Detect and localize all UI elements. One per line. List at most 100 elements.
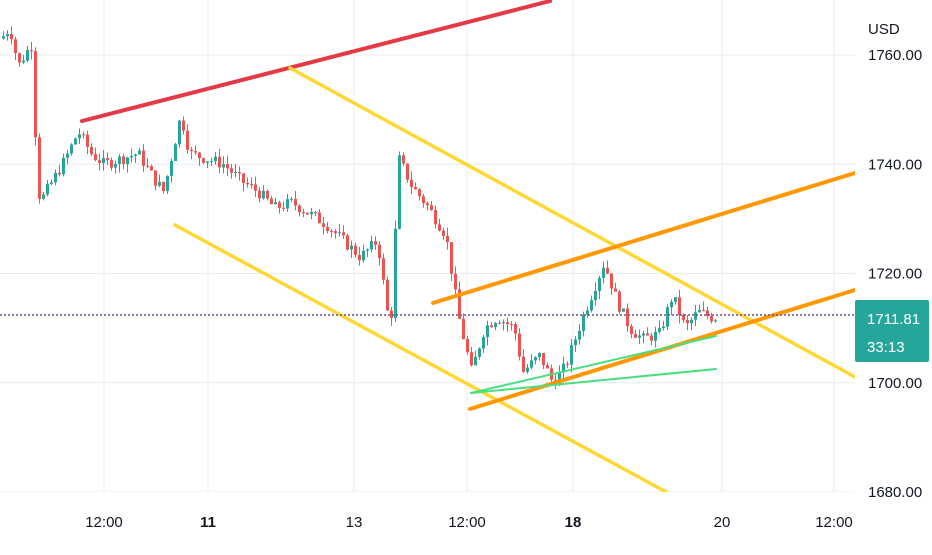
candle-body [26, 50, 29, 61]
candle-body [150, 166, 153, 171]
candle-body [374, 241, 377, 245]
candle-body [630, 326, 633, 335]
candle-body [390, 310, 393, 318]
candle-body [558, 371, 561, 386]
candle-body [130, 156, 133, 158]
time-axis[interactable]: 12:00 11 13 12:00 18 20 12:00 [0, 492, 855, 550]
candle-body [46, 183, 49, 195]
red-resistance-line[interactable] [80, 0, 552, 123]
candle-body [198, 152, 201, 159]
yellow-channel-lower-line[interactable] [173, 223, 670, 495]
orange-channel-upper-line[interactable] [431, 171, 857, 305]
drawings-layer[interactable] [80, 0, 857, 495]
candle-body [206, 161, 209, 163]
candle-body [394, 228, 397, 318]
candle-body [526, 367, 529, 372]
candle-body [430, 205, 433, 211]
candle-body [614, 288, 617, 292]
candle-body [322, 223, 325, 227]
candle-body [226, 164, 229, 169]
candle-body [274, 202, 277, 205]
candle-body [74, 138, 77, 145]
candle-body [478, 348, 481, 357]
candle-body [586, 310, 589, 315]
candle-body [154, 170, 157, 186]
candle-body [334, 231, 337, 234]
candle-body [142, 150, 145, 166]
candle-body [222, 164, 225, 168]
candle-body [178, 120, 181, 145]
candle-body [710, 316, 713, 322]
candle-body [262, 190, 265, 199]
price-tick-label: 1720.00 [868, 266, 922, 283]
price-axis[interactable]: USD 1760.001740.001720.001700.001680.00 … [855, 0, 932, 550]
candle-body [82, 134, 85, 136]
candle-body [366, 249, 369, 251]
candle-body [642, 333, 645, 336]
candle-body [22, 60, 25, 63]
candle-body [702, 309, 705, 311]
candle-body [234, 172, 237, 174]
candle-body [78, 134, 81, 139]
candle-body [94, 154, 97, 161]
candle-body [98, 160, 101, 164]
candle-body [602, 267, 605, 278]
candles-layer [2, 26, 717, 390]
candle-body [370, 241, 373, 250]
candle-body [54, 172, 57, 183]
candle-body [166, 175, 169, 192]
price-axis-background [855, 0, 932, 550]
candle-body [706, 310, 709, 317]
candle-body [566, 363, 569, 365]
bar-countdown: 33:13 [867, 339, 905, 356]
candle-body [42, 194, 45, 199]
candle-body [90, 146, 93, 155]
candle-body [114, 164, 117, 168]
candle-body [162, 181, 165, 192]
candle-body [414, 187, 417, 190]
currency-label: USD [868, 21, 900, 38]
candle-body [618, 291, 621, 312]
candle-body [218, 156, 221, 168]
orange-channel-lower-line[interactable] [468, 288, 857, 411]
candle-body [534, 357, 537, 361]
candle-body [410, 179, 413, 188]
candle-body [186, 130, 189, 150]
candle-body [538, 352, 541, 358]
time-tick-label: 20 [714, 514, 731, 531]
candle-body [470, 352, 473, 366]
candle-body [34, 51, 37, 138]
time-tick-label: 11 [200, 514, 216, 531]
candle-body [30, 50, 33, 52]
green-trend-line-upper[interactable] [470, 335, 717, 394]
candle-body [674, 297, 677, 302]
yellow-channel-upper-line[interactable] [288, 66, 857, 379]
candle-body [86, 134, 89, 147]
green-trend-line-lower[interactable] [470, 368, 717, 394]
price-tick-label: 1760.00 [868, 47, 922, 64]
candle-body [138, 150, 141, 155]
candle-body [258, 190, 261, 199]
candle-body [490, 325, 493, 328]
candle-body [662, 326, 665, 329]
candle-body [170, 161, 173, 176]
time-tick-label: 18 [565, 514, 582, 531]
candle-body [354, 245, 357, 255]
candle-body [714, 320, 717, 322]
candle-body [62, 157, 65, 175]
last-price-value: 1711.81 [867, 311, 920, 328]
candle-body [578, 330, 581, 340]
candle-body [358, 254, 361, 261]
candle-body [686, 319, 689, 324]
candle-body [434, 210, 437, 225]
candle-body [278, 202, 281, 208]
candle-body [342, 232, 345, 236]
candle-body [266, 190, 269, 199]
candle-body [570, 345, 573, 365]
candle-body [174, 144, 177, 162]
candle-body [494, 323, 497, 328]
candle-body [638, 335, 641, 338]
candle-body [634, 334, 637, 338]
